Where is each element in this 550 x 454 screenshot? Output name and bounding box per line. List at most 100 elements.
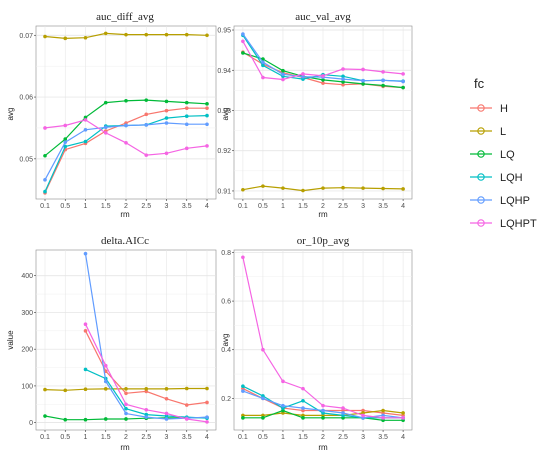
x-tick-label: 1.5 [298,203,308,210]
y-tick-label: 200 [21,347,33,354]
x-tick-label: 0.5 [60,434,70,441]
legend-label-lq: LQ [500,149,515,161]
data-point-lqhpt [184,417,189,421]
data-point-l [83,387,88,392]
data-point-h [144,389,149,394]
x-tick-label: 3.5 [378,203,388,210]
y-tick-label: 0.91 [217,188,231,195]
data-point-lqhp [103,379,108,384]
data-point-lqhpt [164,411,169,416]
data-point-lqhpt [401,416,405,420]
data-point-lqhpt [63,123,68,128]
data-point-lqhpt [381,416,385,420]
data-point-lqhp [103,125,108,130]
data-point-lqh [184,114,189,119]
data-point-lqhp [361,78,365,83]
x-tick-label: 1.5 [101,203,111,210]
data-point-lqhp [241,32,245,36]
x-tick-label: 1 [281,203,285,210]
data-point-l [321,186,325,190]
data-point-lqhp [63,140,68,144]
y-tick-label: 0.92 [217,148,231,155]
data-point-l [205,386,209,391]
data-point-lqhpt [184,146,189,151]
data-point-lqh [164,116,169,120]
data-point-lqh [301,399,305,403]
legend-label-lqhp: LQHP [500,195,530,207]
x-tick-label: 1.5 [298,434,308,441]
panel-title-delta-aicc: delta.AICc [101,235,149,247]
data-point-lqh [164,414,169,418]
data-point-lqhpt [261,347,265,352]
x-tick-label: 2 [124,434,128,441]
data-point-lq [301,416,305,420]
x-tick-label: 1 [84,203,88,210]
x-tick-label: 2.5 [338,203,348,210]
data-point-l [261,184,265,188]
data-point-lqhpt [361,413,365,418]
x-tick-label: 0.1 [40,203,50,210]
data-point-l [124,387,128,391]
data-point-lq [164,99,169,104]
plot-or-10p-avg: 0.2 0.4 0.6 0.8 0.1 0.5 1 1.5 2 2.5 3 3.5 4 [221,249,413,441]
x-tick-label: 3 [361,434,365,441]
y-tick-label: 300 [21,310,33,317]
data-point-lqh [43,189,47,194]
data-point-l [103,387,108,391]
data-point-lqhpt [83,322,88,327]
x-tick-label: 4 [205,434,209,441]
data-point-lqhpt [321,403,325,408]
data-point-lqhpt [381,70,385,74]
data-point-lqhp [301,74,305,79]
x-tick-label: 2.5 [338,434,348,441]
data-point-lqhpt [83,118,88,122]
data-point-h [205,106,209,110]
data-point-lqhpt [205,420,209,424]
data-point-lqh [83,367,88,372]
data-point-lqh [205,113,209,118]
data-point-lq [261,57,265,61]
data-point-l [43,387,47,392]
data-point-h [83,329,88,333]
data-point-lq [43,153,47,158]
data-point-lq [241,51,245,55]
data-point-lq [361,82,365,86]
data-point-lqhp [281,403,285,408]
y-tick-label: 0.07 [19,33,33,40]
data-point-l [83,35,88,40]
data-point-lqhp [184,122,189,127]
y-tick-label: 100 [21,383,33,390]
x-tick-label: 0.5 [60,203,70,210]
data-point-l [381,186,385,191]
data-point-lqhp [205,122,209,127]
data-point-lqh [124,406,128,411]
data-point-lqhp [164,417,169,421]
data-point-lq [205,102,209,106]
data-point-lqhp [43,178,47,182]
data-point-lq [63,137,68,141]
data-point-lqhpt [43,126,47,130]
data-point-lq [261,416,265,420]
data-point-lqhpt [103,363,108,368]
data-point-lqh [341,74,345,79]
y-tick-label: 0.06 [19,95,33,102]
data-point-lq [184,100,189,105]
x-tick-label: 2 [321,434,325,441]
x-tick-label: 3 [165,203,169,210]
x-axis-label-auc-diff-avg: rm [120,210,130,219]
legend: fc HL LQ LQH LQHP LQHPT [470,76,537,230]
plot-delta-aicc: 0 100 200 300 400 0.1 0.5 1 1.5 2 2.5 3 3.5 4 [21,249,217,441]
data-point-lqhpt [341,67,345,71]
y-tick-label: 0.95 [217,28,231,35]
data-point-h [205,400,209,405]
data-point-lqhp [261,396,265,401]
data-point-lq [63,417,68,422]
panel-or-10p-avg: or_10p_avg rm avg [221,235,350,452]
x-tick-label: 0.1 [40,434,50,441]
data-point-lqhp [144,415,149,419]
data-point-lqhp [301,406,305,410]
data-point-lqhp [241,389,245,393]
y-tick-label: 400 [21,273,33,280]
data-point-l [63,36,68,41]
